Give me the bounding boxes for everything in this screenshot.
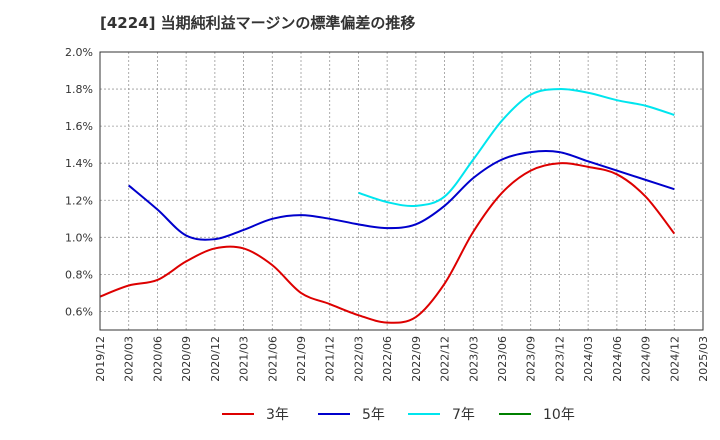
series-lines [99,88,676,324]
legend-item: 10年 [499,404,575,424]
x-tick-label: 2019/12 [94,336,107,382]
y-tick-label: 1.0% [65,231,93,244]
x-tick-label: 2022/09 [410,336,423,382]
y-tick-label: 1.8% [65,83,93,96]
x-tick-label: 2021/03 [238,336,251,382]
legend-swatch [318,413,350,415]
chart-svg: 0.6% 0.8% 1.0% 1.2% 1.4% 1.6% 1.8% 2.0% 2019/12… [65,46,710,382]
y-tick-label: 0.6% [65,305,93,318]
legend-item: 3年 [222,404,289,424]
legend-label: 3年 [266,407,289,423]
legend-swatch [499,413,531,415]
y-tick-label: 1.2% [65,194,93,207]
legend-swatch [408,413,440,415]
series-line-3 [358,88,675,208]
x-tick-label: 2023/09 [525,336,538,382]
x-tick-label: 2024/06 [611,336,624,382]
x-tick-label: 2021/09 [295,336,308,382]
legend-label: 5年 [362,407,385,423]
x-tick-label: 2025/03 [697,336,710,382]
legend-label: 10年 [543,407,575,423]
x-tick-label: 2020/06 [151,336,164,382]
x-tick-label: 2021/12 [324,336,337,382]
y-tick-label: 0.8% [65,268,93,281]
legend-swatch [222,413,254,415]
chart-title: [4224] 当期純利益マージンの標準偏差の推移 [100,14,416,32]
legend: 3年 5年 7年 10年 [0,404,720,428]
y-axis-labels: 0.6% 0.8% 1.0% 1.2% 1.4% 1.6% 1.8% 2.0% [65,46,93,318]
y-tick-label: 1.4% [65,157,93,170]
x-tick-label: 2021/06 [266,336,279,382]
x-tick-label: 2022/06 [381,336,394,382]
x-tick-label: 2024/12 [668,336,681,382]
x-tick-label: 2023/06 [496,336,509,382]
x-tick-label: 2020/03 [123,336,136,382]
x-tick-label: 2023/12 [553,336,566,382]
plot-frame [99,51,704,331]
x-tick-label: 2024/03 [582,336,595,382]
series-line-1 [99,162,676,324]
x-tick-label: 2022/12 [439,336,452,382]
legend-label: 7年 [452,407,475,423]
y-tick-label: 1.6% [65,120,93,133]
x-tick-label: 2020/12 [209,336,222,382]
x-tick-label: 2022/03 [352,336,365,382]
x-tick-label: 2020/09 [180,336,193,382]
legend-item: 5年 [318,404,385,424]
x-tick-label: 2024/09 [640,336,653,382]
legend-item: 7年 [408,404,475,424]
series-line-2 [128,150,675,241]
x-axis-labels: 2019/12 2020/03 2020/06 2020/09 2020/12 2021/… [94,336,710,382]
y-tick-label: 2.0% [65,46,93,59]
x-tick-label: 2023/03 [467,336,480,382]
plot-background [100,52,703,330]
